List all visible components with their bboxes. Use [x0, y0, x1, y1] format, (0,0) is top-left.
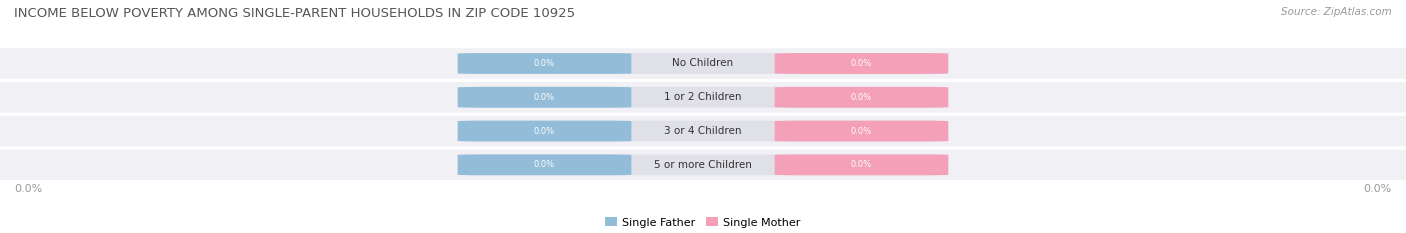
- Text: 0.0%: 0.0%: [851, 127, 872, 136]
- Text: 3 or 4 Children: 3 or 4 Children: [664, 126, 742, 136]
- Text: No Children: No Children: [672, 58, 734, 69]
- FancyBboxPatch shape: [458, 121, 631, 141]
- FancyBboxPatch shape: [458, 87, 948, 108]
- FancyBboxPatch shape: [0, 150, 1406, 180]
- Text: 0.0%: 0.0%: [14, 185, 42, 195]
- FancyBboxPatch shape: [0, 82, 1406, 113]
- Text: 0.0%: 0.0%: [851, 160, 872, 169]
- FancyBboxPatch shape: [458, 154, 631, 175]
- Text: 0.0%: 0.0%: [534, 93, 555, 102]
- Text: 5 or more Children: 5 or more Children: [654, 160, 752, 170]
- Text: 0.0%: 0.0%: [1364, 185, 1392, 195]
- Text: 0.0%: 0.0%: [534, 160, 555, 169]
- Text: 0.0%: 0.0%: [851, 93, 872, 102]
- FancyBboxPatch shape: [775, 121, 948, 141]
- Text: Source: ZipAtlas.com: Source: ZipAtlas.com: [1281, 7, 1392, 17]
- FancyBboxPatch shape: [458, 154, 948, 175]
- FancyBboxPatch shape: [775, 87, 948, 108]
- Text: 0.0%: 0.0%: [851, 59, 872, 68]
- FancyBboxPatch shape: [458, 53, 631, 74]
- Text: 0.0%: 0.0%: [534, 59, 555, 68]
- FancyBboxPatch shape: [0, 48, 1406, 79]
- FancyBboxPatch shape: [458, 87, 631, 108]
- FancyBboxPatch shape: [775, 53, 948, 74]
- Text: INCOME BELOW POVERTY AMONG SINGLE-PARENT HOUSEHOLDS IN ZIP CODE 10925: INCOME BELOW POVERTY AMONG SINGLE-PARENT…: [14, 7, 575, 20]
- Text: 1 or 2 Children: 1 or 2 Children: [664, 92, 742, 102]
- Text: 0.0%: 0.0%: [534, 127, 555, 136]
- FancyBboxPatch shape: [0, 116, 1406, 146]
- FancyBboxPatch shape: [458, 121, 948, 141]
- Legend: Single Father, Single Mother: Single Father, Single Mother: [606, 217, 800, 228]
- FancyBboxPatch shape: [458, 53, 948, 74]
- FancyBboxPatch shape: [775, 154, 948, 175]
